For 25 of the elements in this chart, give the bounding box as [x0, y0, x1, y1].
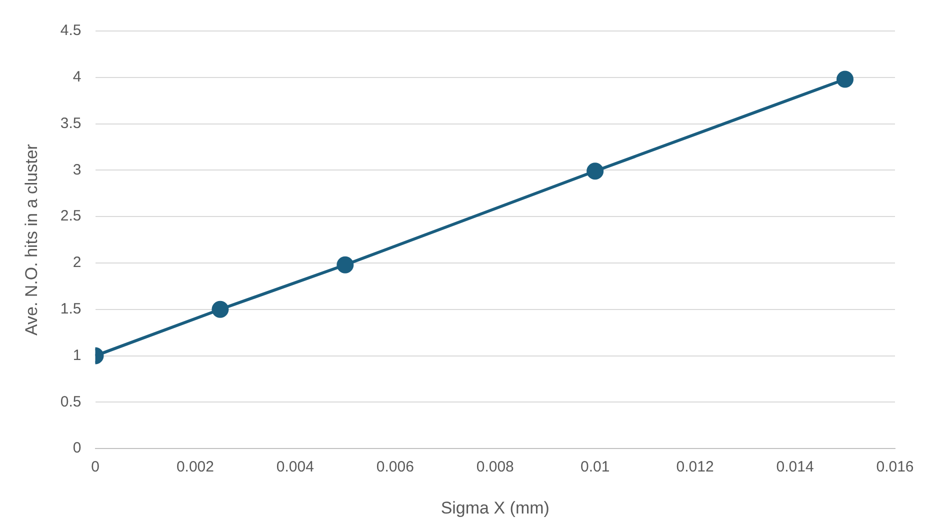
x-tick-label: 0: [91, 458, 100, 476]
y-tick-label: 2.5: [60, 208, 82, 225]
point: [212, 300, 229, 318]
y-axis-title: Ave. N.O. hits in a cluster: [22, 144, 41, 336]
y-tick-label: 0.5: [60, 393, 82, 410]
x-tick-label: 0.006: [376, 458, 414, 476]
y-tick-label: 2: [72, 254, 82, 272]
point: [586, 162, 604, 180]
x-tick-label: 0.01: [580, 458, 610, 476]
y-tick-label: 0: [72, 440, 82, 457]
y-tick-label: 1: [72, 346, 82, 364]
x-tick-label: 0.012: [676, 458, 714, 476]
x-tick-label: 0.016: [876, 458, 914, 476]
x-tick-label: 0.002: [176, 458, 214, 476]
point: [836, 70, 854, 88]
y-tick-label: 3: [72, 161, 82, 178]
y-tick-label: 1.5: [60, 300, 82, 318]
x-tick-label: 0.004: [276, 458, 314, 476]
x-tick-label: 0.008: [476, 458, 514, 476]
y-tick-label: 4: [72, 68, 82, 86]
point: [336, 256, 354, 274]
x-tick-label: 0.014: [776, 458, 814, 476]
x-axis-title: Sigma X (mm): [440, 498, 550, 518]
y-tick-label: 4.5: [60, 22, 82, 40]
y-tick-label: 3.5: [60, 114, 82, 132]
